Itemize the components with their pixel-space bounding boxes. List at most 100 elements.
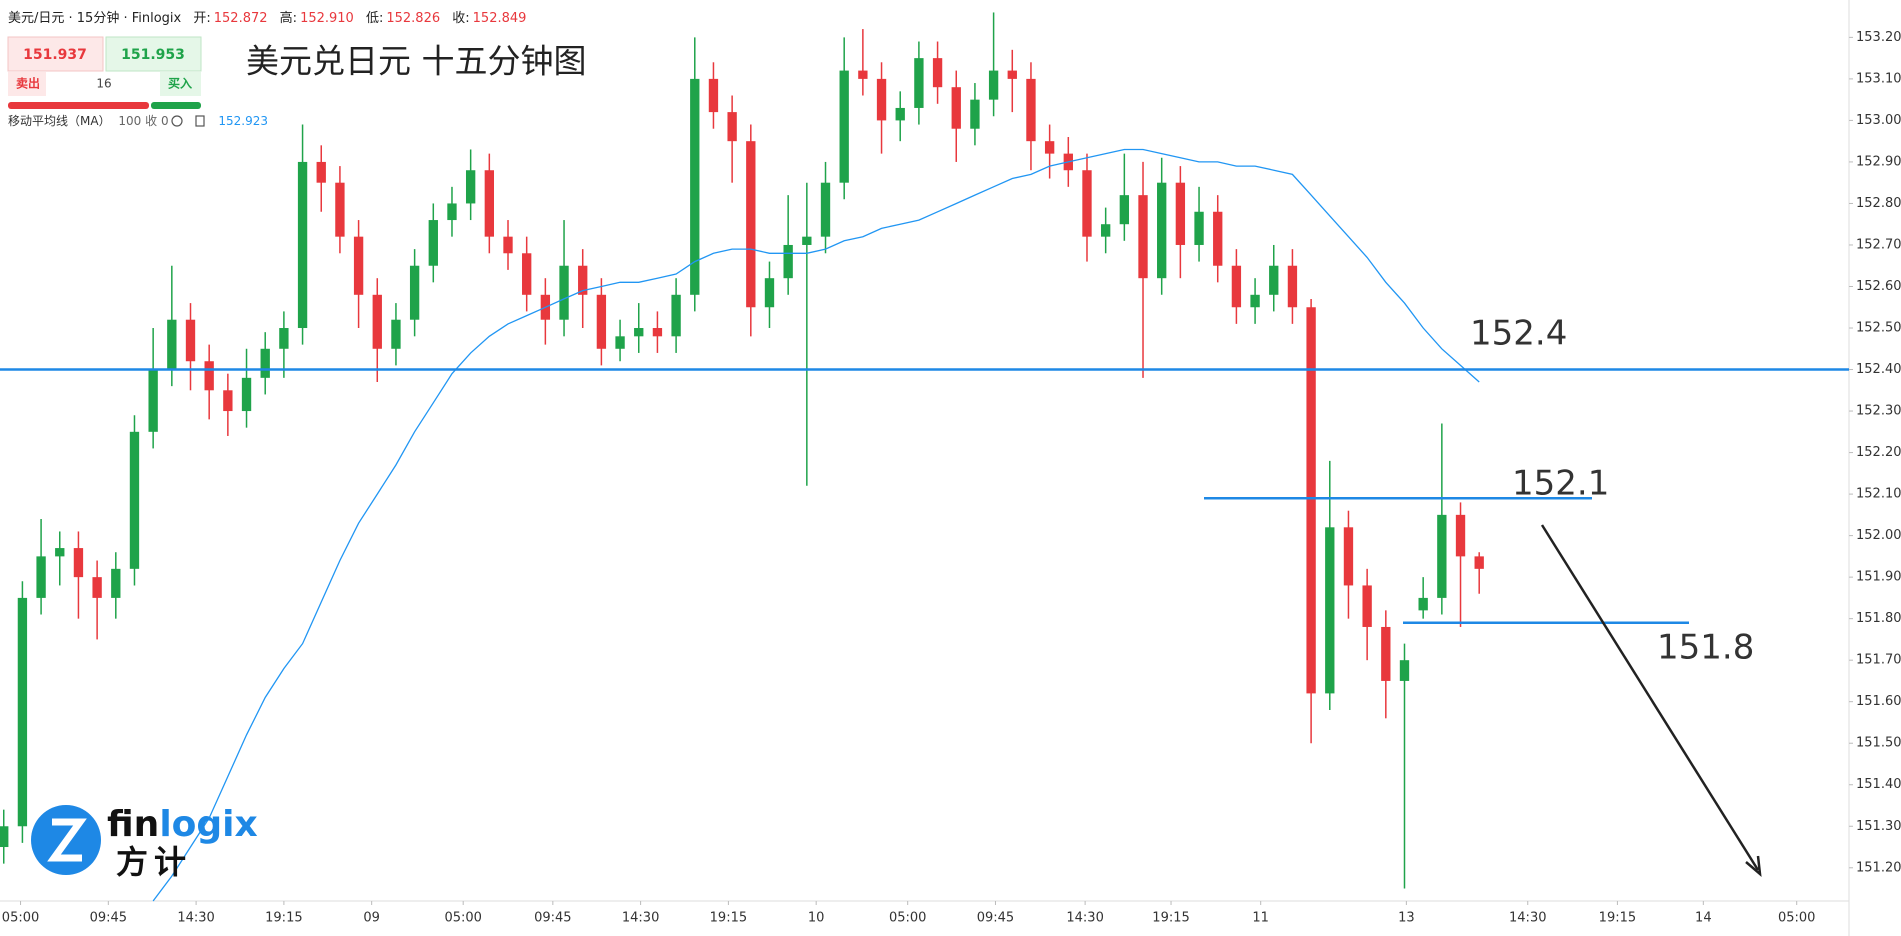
- candle-body: [634, 328, 644, 337]
- x-tick-label: 19:15: [1152, 911, 1189, 926]
- candle-body: [858, 70, 868, 79]
- candle-body: [73, 548, 84, 578]
- x-tick-label: 19:15: [710, 911, 747, 926]
- candle-body: [503, 236, 513, 254]
- x-tick-label: 14:30: [1509, 911, 1546, 926]
- delete-icon[interactable]: [195, 115, 205, 127]
- candle-body: [92, 577, 102, 598]
- settings-icon[interactable]: [171, 115, 183, 127]
- candle-body: [559, 265, 569, 320]
- candle-body: [297, 161, 308, 329]
- y-tick-label: 151.400: [1856, 777, 1901, 792]
- sell-tab[interactable]: [8, 72, 46, 96]
- sell-bar: [8, 102, 149, 109]
- logo-part: logix: [159, 804, 257, 845]
- moving-average: [152, 148, 1480, 902]
- x-tick-label: 05:00: [2, 911, 39, 926]
- x-tick-label: 09:45: [90, 911, 127, 926]
- x-tick-label: 13: [1398, 911, 1415, 926]
- buy-tab[interactable]: [160, 72, 201, 96]
- candle-body: [988, 70, 999, 100]
- x-tick-label: 14:30: [1066, 911, 1103, 926]
- y-tick-label: 152.300: [1856, 404, 1901, 419]
- y-tick-label: 151.500: [1856, 736, 1901, 751]
- y-tick-label: 152.900: [1856, 154, 1901, 169]
- candle-body: [839, 70, 849, 183]
- logo-text: finlogix: [107, 804, 258, 845]
- x-tick-label: 11: [1252, 911, 1269, 926]
- chart-title: 美元兑日元 十五分钟图: [246, 42, 587, 81]
- candle-body: [690, 78, 700, 295]
- logo-mark: [47, 818, 87, 862]
- logo-subtitle: 方计: [116, 843, 192, 881]
- candle-body: [1007, 70, 1017, 79]
- ohlc-label: 开:: [193, 11, 210, 26]
- candle-body: [17, 597, 28, 827]
- candle-body: [129, 431, 140, 569]
- y-tick-label: 152.500: [1856, 321, 1901, 336]
- level-label: 152.1: [1512, 464, 1609, 504]
- candle-body: [1044, 141, 1055, 154]
- candle-body: [671, 294, 681, 337]
- ohlc-label: 低:: [366, 11, 383, 26]
- candle-body: [1138, 195, 1148, 279]
- candle-body: [727, 112, 737, 142]
- y-tick-label: 152.000: [1856, 528, 1901, 543]
- candle-body: [335, 182, 345, 237]
- y-tick-label: 151.200: [1856, 860, 1901, 875]
- buy-box[interactable]: [105, 36, 202, 72]
- y-tick-label: 152.100: [1856, 487, 1901, 502]
- spread: 16: [96, 77, 111, 91]
- x-tick-label: 05:00: [889, 911, 926, 926]
- ohlc-value: 152.910: [300, 11, 354, 26]
- candle-body: [1474, 556, 1484, 569]
- candle-body: [447, 203, 457, 221]
- candle-body: [204, 361, 214, 391]
- candle-body: [1250, 294, 1260, 308]
- x-tick-label: 09:45: [977, 911, 1014, 926]
- candle-body: [1026, 78, 1036, 142]
- x-tick-label: 19:15: [265, 911, 302, 926]
- candle-body: [895, 107, 905, 121]
- level-label: 152.4: [1470, 314, 1567, 354]
- y-tick-label: 152.700: [1856, 237, 1901, 252]
- sell-label: 卖出: [16, 76, 40, 91]
- sell-box[interactable]: [7, 36, 104, 72]
- y-tick-label: 151.600: [1856, 694, 1901, 709]
- candle-body: [55, 548, 65, 557]
- candle-body: [409, 265, 420, 320]
- ohlc-value: 152.826: [386, 11, 440, 26]
- logo-part: fin: [107, 804, 159, 845]
- candle-body: [484, 170, 495, 237]
- candle-body: [764, 278, 775, 308]
- x-tick-label: 05:00: [444, 911, 481, 926]
- indicator-value: 152.923: [218, 114, 268, 128]
- x-tick-label: 09:45: [534, 911, 571, 926]
- candle-body: [1306, 307, 1316, 694]
- buy-bar: [151, 102, 201, 109]
- candle-body: [111, 568, 121, 598]
- x-tick-label: 14:30: [622, 911, 659, 926]
- arrow-head: [1745, 855, 1762, 878]
- y-tick-label: 153.200: [1856, 30, 1901, 45]
- x-tick-label: 19:15: [1599, 911, 1636, 926]
- ohlc-label: 高:: [280, 10, 297, 26]
- candle-body: [596, 294, 607, 349]
- y-tick-label: 153.000: [1856, 113, 1901, 128]
- y-tick-label: 153.100: [1856, 71, 1901, 86]
- candle-body: [391, 319, 401, 349]
- indicator-params: 100 收 0: [118, 114, 168, 128]
- candle-body: [951, 87, 961, 129]
- candle-body: [0, 826, 9, 848]
- candle-body: [1157, 182, 1167, 279]
- ohlc-value: 152.849: [473, 11, 527, 26]
- candle-body: [353, 236, 364, 295]
- symbol: 美元/日元 · 15分钟 · Finlogix: [8, 10, 182, 26]
- candle-body: [316, 161, 326, 183]
- ohlc-value: 152.872: [214, 11, 268, 26]
- candle-body: [820, 182, 831, 237]
- indicator-icons: [171, 115, 205, 127]
- arrow: [1540, 524, 1760, 871]
- y-tick-label: 151.900: [1856, 570, 1901, 585]
